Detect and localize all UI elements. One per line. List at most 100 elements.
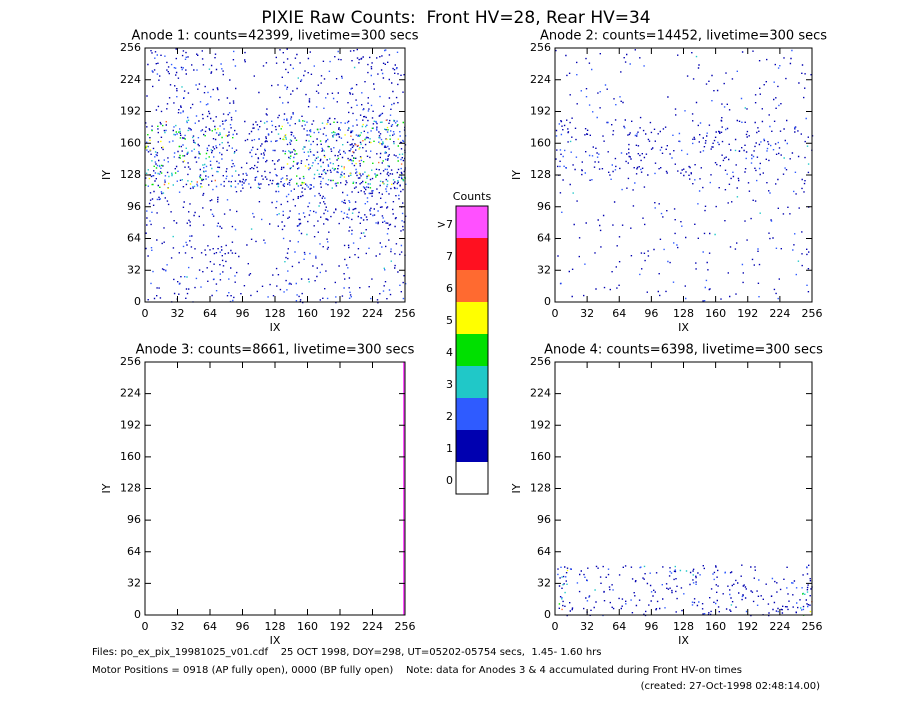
- y-tick-label: 128: [120, 168, 141, 181]
- x-tick-label: 224: [362, 620, 383, 633]
- x-tick-label: 128: [265, 620, 286, 633]
- y-tick-label: 192: [530, 418, 551, 431]
- x-tick-label: 64: [612, 620, 626, 633]
- colorbar-label: 2: [446, 410, 453, 423]
- x-tick-label: 96: [644, 307, 658, 320]
- colorbar-swatch: [456, 366, 488, 398]
- y-tick-label: 96: [127, 200, 141, 213]
- x-tick-label: 256: [802, 307, 823, 320]
- x-tick-label: 224: [769, 307, 790, 320]
- colorbar-title: Counts: [453, 190, 492, 203]
- colorbar-swatch: [456, 238, 488, 270]
- x-tick-label: 160: [705, 307, 726, 320]
- footer-motor: Motor Positions = 0918 (AP fully open), …: [92, 665, 742, 676]
- x-tick-label: 96: [644, 620, 658, 633]
- x-tick-label: 128: [265, 307, 286, 320]
- y-tick-label: 160: [120, 450, 141, 463]
- x-tick-label: 192: [330, 307, 351, 320]
- x-tick-label: 256: [395, 307, 416, 320]
- y-tick-label: 0: [544, 608, 551, 621]
- x-axis-label: IX: [678, 634, 689, 647]
- x-tick-label: 128: [673, 307, 694, 320]
- y-tick-label: 0: [544, 295, 551, 308]
- count-map: [145, 48, 407, 304]
- colorbar-swatch: [456, 206, 488, 238]
- count-map: [555, 49, 814, 302]
- y-tick-label: 32: [127, 576, 141, 589]
- y-tick-label: 0: [134, 295, 141, 308]
- x-axis-label: IX: [678, 321, 689, 334]
- y-tick-label: 224: [120, 387, 141, 400]
- x-tick-label: 224: [362, 307, 383, 320]
- y-tick-label: 32: [537, 576, 551, 589]
- y-tick-label: 192: [120, 105, 141, 118]
- x-tick-label: 0: [142, 307, 149, 320]
- x-tick-label: 64: [203, 307, 217, 320]
- y-tick-label: 224: [120, 73, 141, 86]
- y-tick-label: 256: [530, 41, 551, 54]
- x-tick-label: 128: [673, 620, 694, 633]
- x-tick-label: 192: [737, 620, 758, 633]
- y-tick-label: 64: [127, 545, 141, 558]
- colorbar-swatch: [456, 302, 488, 334]
- x-tick-label: 0: [552, 620, 559, 633]
- y-axis-label: IY: [100, 170, 113, 180]
- y-tick-label: 256: [530, 355, 551, 368]
- count-pixels: [555, 49, 808, 302]
- y-tick-label: 160: [120, 136, 141, 149]
- y-axis-label: IY: [510, 483, 523, 493]
- x-tick-label: 96: [236, 620, 250, 633]
- x-tick-label: 224: [769, 620, 790, 633]
- colorbar-swatch: [456, 398, 488, 430]
- x-tick-label: 192: [737, 307, 758, 320]
- y-tick-label: 64: [537, 545, 551, 558]
- x-tick-label: 0: [142, 620, 149, 633]
- x-axis-label: IX: [270, 634, 281, 647]
- colorbar-frame: [455, 205, 489, 495]
- plot-frame: [554, 361, 813, 616]
- x-tick-label: 160: [705, 620, 726, 633]
- count-pixels: [561, 565, 809, 609]
- y-tick-label: 224: [530, 73, 551, 86]
- y-tick-label: 192: [120, 418, 141, 431]
- y-tick-label: 192: [530, 105, 551, 118]
- x-tick-label: 192: [330, 620, 351, 633]
- y-tick-label: 256: [120, 41, 141, 54]
- y-tick-label: 32: [127, 263, 141, 276]
- colorbar-label: 0: [446, 474, 453, 487]
- x-tick-label: 32: [580, 620, 594, 633]
- colorbar-swatch: [456, 334, 488, 366]
- x-tick-label: 32: [171, 620, 185, 633]
- count-pixels: [557, 566, 809, 617]
- y-tick-label: 224: [530, 387, 551, 400]
- y-axis-label: IY: [100, 483, 113, 493]
- y-tick-label: 128: [530, 482, 551, 495]
- y-tick-label: 256: [120, 355, 141, 368]
- y-axis-label: IY: [510, 170, 523, 180]
- footer-created: (created: 27-Oct-1998 02:48:14.00): [641, 681, 820, 692]
- x-tick-label: 160: [297, 620, 318, 633]
- y-tick-label: 64: [537, 232, 551, 245]
- count-map: [557, 564, 813, 617]
- panel-title: Anode 1: counts=42399, livetime=300 secs: [131, 29, 418, 44]
- colorbar-label: 6: [446, 282, 453, 295]
- footer-files: Files: po_ex_pix_19981025_v01.cdf 25 OCT…: [92, 647, 601, 658]
- count-pixels: [145, 48, 407, 304]
- plot-frame: [144, 47, 406, 303]
- panel-title: Anode 4: counts=6398, livetime=300 secs: [544, 343, 823, 358]
- page-title: PIXIE Raw Counts: Front HV=28, Rear HV=3…: [261, 8, 650, 28]
- x-tick-label: 32: [171, 307, 185, 320]
- x-tick-label: 64: [612, 307, 626, 320]
- panel-title: Anode 2: counts=14452, livetime=300 secs: [540, 29, 827, 44]
- y-tick-label: 96: [127, 513, 141, 526]
- colorbar-swatch: [456, 270, 488, 302]
- y-tick-label: 160: [530, 450, 551, 463]
- y-tick-label: 128: [530, 168, 551, 181]
- x-tick-label: 64: [203, 620, 217, 633]
- x-tick-label: 256: [802, 620, 823, 633]
- y-tick-label: 160: [530, 136, 551, 149]
- y-tick-label: 128: [120, 482, 141, 495]
- x-tick-label: 256: [395, 620, 416, 633]
- x-tick-label: 96: [236, 307, 250, 320]
